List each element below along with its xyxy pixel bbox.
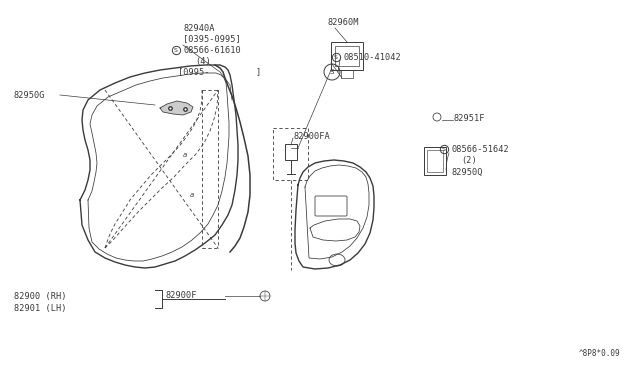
Text: S: S [334, 55, 338, 60]
Bar [335, 46, 359, 66]
Text: (2): (2) [461, 155, 477, 164]
Text: 82950G: 82950G [14, 90, 45, 99]
Text: 82950Q: 82950Q [451, 167, 483, 176]
Text: a: a [190, 192, 194, 198]
Text: [0395-0995]: [0395-0995] [183, 35, 241, 44]
Polygon shape [160, 101, 193, 115]
Text: 08510-41042: 08510-41042 [343, 52, 401, 61]
Text: [0995-: [0995- [178, 67, 209, 77]
Bar [331, 42, 363, 70]
Text: S: S [442, 147, 446, 151]
Text: 82900FA: 82900FA [293, 131, 330, 141]
Bar [424, 147, 446, 175]
Text: S: S [174, 48, 178, 52]
Bar [285, 144, 297, 160]
Text: 82951F: 82951F [454, 113, 486, 122]
Bar [427, 150, 443, 172]
Text: S: S [330, 69, 334, 75]
Text: ^8P8*0.09: ^8P8*0.09 [579, 349, 620, 358]
Text: 82960M: 82960M [327, 17, 358, 26]
Text: 08566-61610: 08566-61610 [183, 45, 241, 55]
Text: 82900 (RH): 82900 (RH) [14, 292, 67, 301]
Text: 82940A: 82940A [183, 23, 214, 32]
Text: a: a [183, 152, 187, 158]
Text: ]: ] [256, 67, 261, 77]
Text: 08566-51642: 08566-51642 [451, 144, 509, 154]
Text: 82901 (LH): 82901 (LH) [14, 304, 67, 312]
Text: 82900F: 82900F [165, 292, 196, 301]
Bar [341, 70, 353, 78]
Text: (4): (4) [195, 57, 211, 65]
